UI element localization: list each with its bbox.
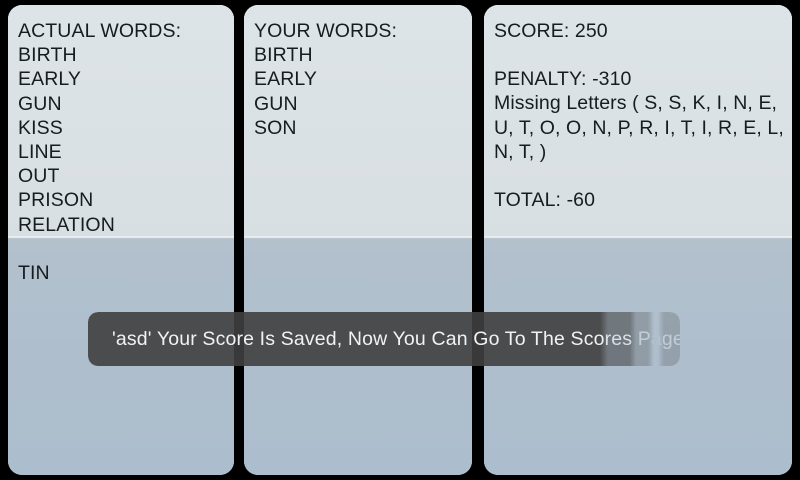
- score-spacer: [494, 43, 784, 67]
- missing-letters-line: Missing Letters ( S, S, K, I, N, E, U, T…: [494, 92, 784, 163]
- panel-upper-background: [244, 5, 472, 238]
- panel-upper-background: [484, 5, 792, 238]
- your-words-heading: YOUR WORDS:: [254, 20, 398, 42]
- actual-word-item: GUN: [18, 92, 62, 115]
- total-spacer: [494, 164, 784, 188]
- your-word-item: EARLY: [254, 68, 317, 91]
- your-words-panel[interactable]: YOUR WORDS: BIRTH EARLY GUN SON: [244, 5, 472, 475]
- panel-upper-background: [8, 5, 234, 238]
- actual-words-heading: ACTUAL WORDS:: [18, 20, 182, 42]
- actual-word-item: PRISON: [18, 189, 94, 212]
- actual-words-content: ACTUAL WORDS: BIRTH EARLY GUN KISS LINE …: [8, 5, 234, 475]
- score-content: SCORE: 250 PENALTY: -310 Missing Letters…: [484, 5, 792, 475]
- actual-word-item: EARLY: [18, 68, 81, 91]
- actual-word-item: KISS: [18, 116, 63, 139]
- actual-word-item: LINE: [18, 141, 62, 164]
- your-word-item: SON: [254, 116, 297, 139]
- your-word-item: GUN: [254, 92, 298, 115]
- actual-word-item: BIRTH: [18, 44, 77, 67]
- actual-word-item: TIN: [18, 261, 50, 284]
- your-word-item: BIRTH: [254, 44, 313, 67]
- actual-word-item: OUT: [18, 165, 60, 188]
- list-spacer: [18, 237, 226, 261]
- score-panel[interactable]: SCORE: 250 PENALTY: -310 Missing Letters…: [484, 5, 792, 475]
- actual-words-panel[interactable]: ACTUAL WORDS: BIRTH EARLY GUN KISS LINE …: [8, 5, 234, 475]
- penalty-value-line: PENALTY: -310: [494, 68, 632, 91]
- score-value-line: SCORE: 250: [494, 20, 608, 42]
- actual-word-item: RELATION: [18, 213, 115, 236]
- your-words-content: YOUR WORDS: BIRTH EARLY GUN SON: [244, 5, 472, 475]
- total-value-line: TOTAL: -60: [494, 189, 596, 212]
